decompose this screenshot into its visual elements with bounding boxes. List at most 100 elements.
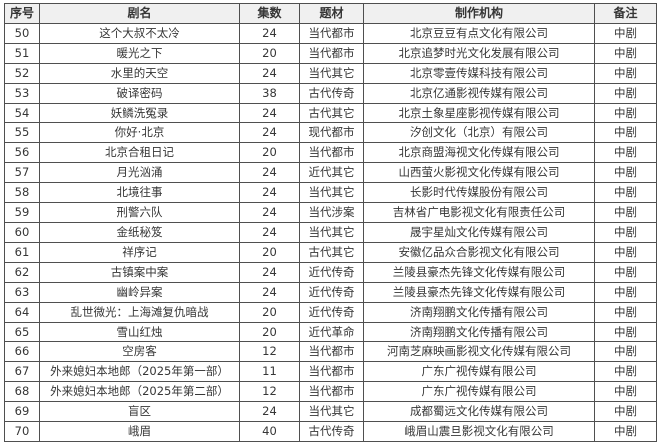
cell-index: 56 [4,142,40,164]
cell-index: 65 [4,321,40,343]
cell-producer: 北京零壹传媒科技有限公司 [363,62,595,84]
cell-producer: 长影时代传媒股份有限公司 [363,182,595,204]
cell-note: 中剧 [594,261,657,283]
cell-index: 69 [4,401,40,423]
cell-note: 中剧 [594,421,657,442]
cell-index: 60 [4,221,40,243]
cell-episodes: 24 [239,401,300,423]
cell-genre: 古代传奇 [299,82,364,104]
cell-note: 中剧 [594,142,657,164]
cell-genre: 当代都市 [299,341,364,363]
table-row: 67 外来媳妇本地郎（2025年第一部） 11 当代都市 广东广视传媒有限公司 中剧 [4,361,657,383]
table-row: 61 祥序记 20 古代其它 安徽亿品众合影视文化有限公司 中剧 [4,241,657,263]
cell-producer: 广东广视传媒有限公司 [363,381,595,403]
cell-genre: 近代革命 [299,321,364,343]
cell-title: 北京合租日记 [39,142,240,164]
cell-episodes: 20 [239,42,300,64]
table-row: 54 妖鳞洗冤录 24 古代其它 北京土象星座影视传媒有限公司 中剧 [4,102,657,124]
cell-title: 峨眉 [39,421,240,442]
cell-index: 52 [4,62,40,84]
cell-note: 中剧 [594,341,657,363]
cell-title: 北境往事 [39,182,240,204]
table-row: 63 幽岭异案 24 近代传奇 兰陵县豪杰先锋文化传媒有限公司 中剧 [4,281,657,303]
cell-note: 中剧 [594,221,657,243]
cell-title: 这个大叔不太冷 [39,22,240,44]
cell-index: 59 [4,202,40,223]
cell-producer: 兰陵县豪杰先锋文化传媒有限公司 [363,281,595,303]
table-row: 66 空房客 12 当代都市 河南芝麻映画影视文化传媒有限公司 中剧 [4,341,657,363]
cell-note: 中剧 [594,241,657,263]
cell-genre: 当代都市 [299,22,364,44]
cell-genre: 当代都市 [299,381,364,403]
cell-title: 外来媳妇本地郎（2025年第一部） [39,361,240,383]
table-header-row: 序号 剧名 集数 题材 制作机构 备注 [4,3,657,24]
cell-producer: 安徽亿品众合影视文化有限公司 [363,241,595,263]
table-row: 70 峨眉 40 古代传奇 峨眉山震旦影视文化有限公司 中剧 [4,421,657,442]
cell-producer: 济南翔鹏文化传播有限公司 [363,301,595,323]
cell-episodes: 24 [239,221,300,243]
cell-index: 67 [4,361,40,383]
cell-genre: 当代都市 [299,42,364,64]
table-row: 50 这个大叔不太冷 24 当代都市 北京豆豆有点文化有限公司 中剧 [4,22,657,44]
cell-title: 妖鳞洗冤录 [39,102,240,124]
cell-producer: 吉林省广电影视文化有限责任公司 [363,202,595,223]
cell-note: 中剧 [594,381,657,403]
column-header-note: 备注 [594,3,657,24]
cell-note: 中剧 [594,202,657,223]
cell-producer: 兰陵县豪杰先锋文化传媒有限公司 [363,261,595,283]
table-row: 60 金纸秘笈 24 当代其它 晟宇星灿文化传媒有限公司 中剧 [4,221,657,243]
cell-episodes: 24 [239,22,300,44]
cell-note: 中剧 [594,82,657,104]
cell-title: 乱世微光：上海滩复仇暗战 [39,301,240,323]
cell-note: 中剧 [594,281,657,303]
column-header-index: 序号 [4,3,40,24]
cell-producer: 北京商盟海视文化传媒有限公司 [363,142,595,164]
column-header-genre: 题材 [299,3,364,24]
table-row: 69 盲区 24 当代其它 成都蜀远文化传媒有限公司 中剧 [4,401,657,423]
cell-producer: 北京土象星座影视传媒有限公司 [363,102,595,124]
cell-title: 外来媳妇本地郎（2025年第二部） [39,381,240,403]
cell-producer: 成都蜀远文化传媒有限公司 [363,401,595,423]
cell-genre: 当代都市 [299,142,364,164]
cell-note: 中剧 [594,321,657,343]
cell-episodes: 24 [239,182,300,204]
cell-title: 月光汹涌 [39,162,240,184]
cell-index: 54 [4,102,40,124]
cell-note: 中剧 [594,62,657,84]
table-row: 56 北京合租日记 20 当代都市 北京商盟海视文化传媒有限公司 中剧 [4,142,657,164]
cell-title: 你好·北京 [39,122,240,144]
column-header-producer: 制作机构 [363,3,595,24]
cell-producer: 晟宇星灿文化传媒有限公司 [363,221,595,243]
cell-episodes: 24 [239,202,300,223]
cell-episodes: 24 [239,261,300,283]
table-row: 64 乱世微光：上海滩复仇暗战 20 近代传奇 济南翔鹏文化传播有限公司 中剧 [4,301,657,323]
table-row: 59 刑警六队 24 当代涉案 吉林省广电影视文化有限责任公司 中剧 [4,202,657,223]
cell-episodes: 40 [239,421,300,442]
cell-title: 古镇案中案 [39,261,240,283]
cell-index: 51 [4,42,40,64]
cell-producer: 北京豆豆有点文化有限公司 [363,22,595,44]
cell-note: 中剧 [594,22,657,44]
cell-producer: 北京追梦时光文化发展有限公司 [363,42,595,64]
cell-index: 53 [4,82,40,104]
cell-note: 中剧 [594,182,657,204]
table-row: 51 暖光之下 20 当代都市 北京追梦时光文化发展有限公司 中剧 [4,42,657,64]
cell-note: 中剧 [594,401,657,423]
cell-index: 57 [4,162,40,184]
cell-episodes: 38 [239,82,300,104]
cell-index: 50 [4,22,40,44]
cell-genre: 现代都市 [299,122,364,144]
cell-index: 70 [4,421,40,442]
cell-episodes: 11 [239,361,300,383]
cell-note: 中剧 [594,301,657,323]
cell-episodes: 20 [239,321,300,343]
table-row: 65 雪山红烛 20 近代革命 济南翔鹏文化传播有限公司 中剧 [4,321,657,343]
cell-genre: 近代传奇 [299,281,364,303]
cell-genre: 近代传奇 [299,301,364,323]
cell-producer: 汐创文化（北京）有限公司 [363,122,595,144]
cell-genre: 当代其它 [299,182,364,204]
drama-list-table: 序号 剧名 集数 题材 制作机构 备注 50 这个大叔不太冷 24 当代都市 北京豆豆有点文化有限… [4,3,657,442]
cell-title: 空房客 [39,341,240,363]
table-row: 62 古镇案中案 24 近代传奇 兰陵县豪杰先锋文化传媒有限公司 中剧 [4,261,657,283]
